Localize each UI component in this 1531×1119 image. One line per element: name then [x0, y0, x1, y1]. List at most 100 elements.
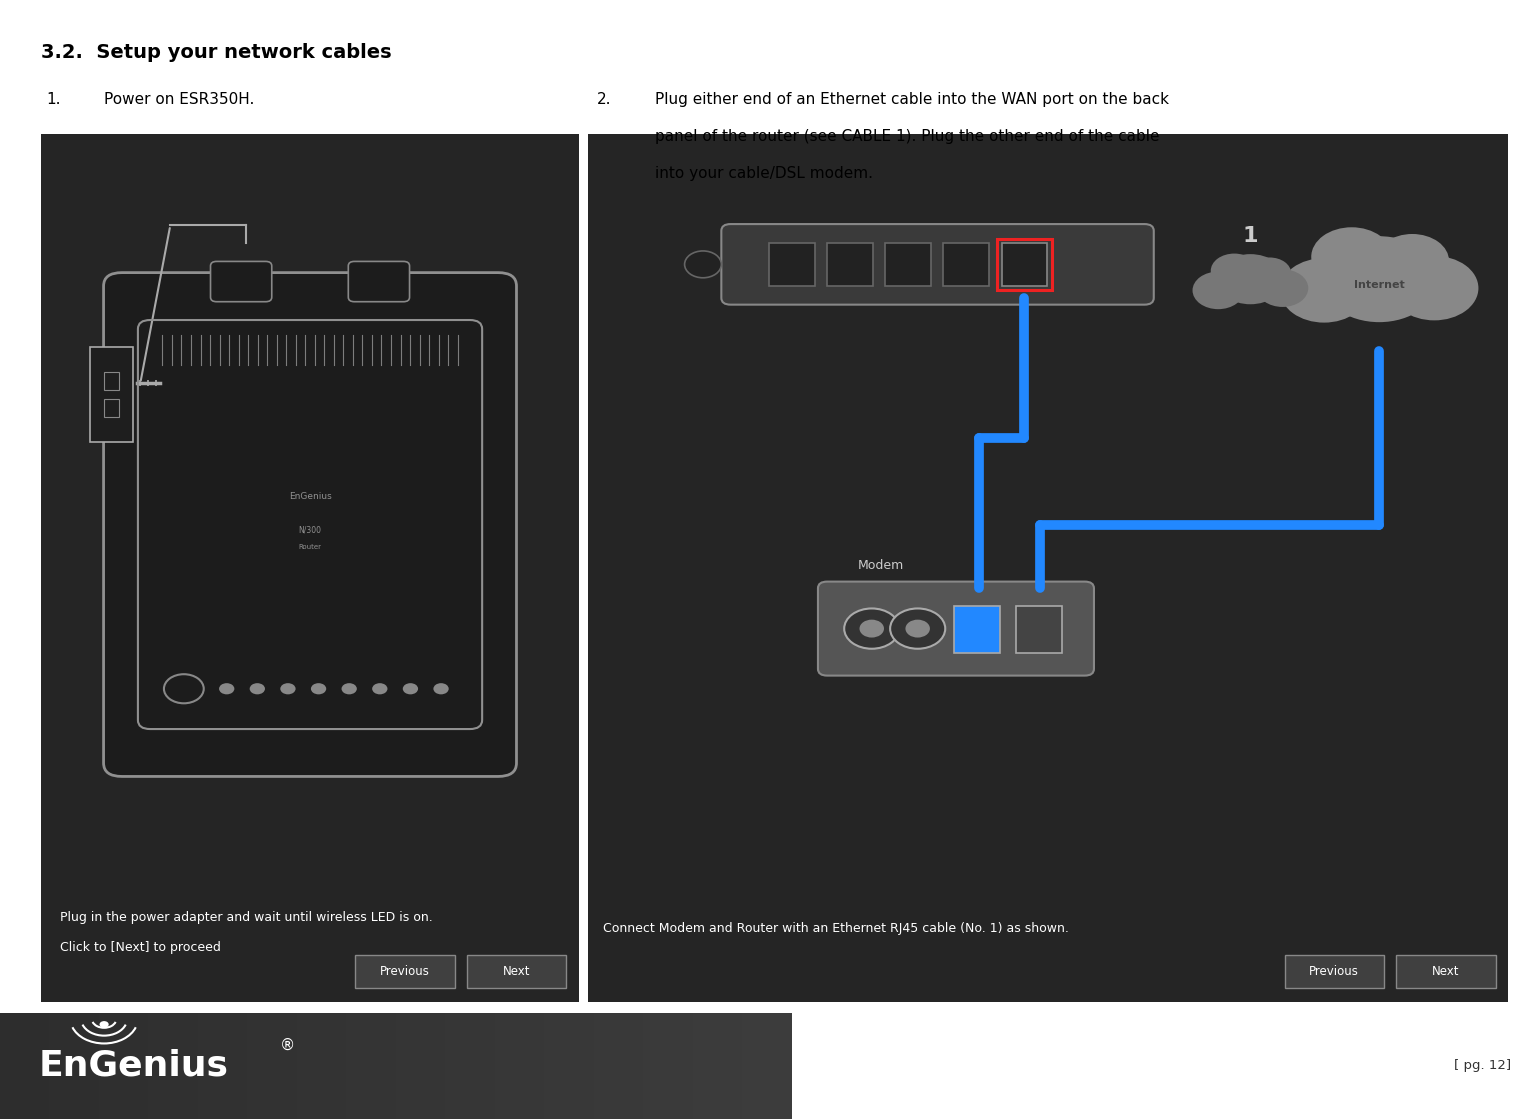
Bar	[104, 399, 119, 417]
Bar	[525, 1013, 534, 1119]
Bar	[663, 1013, 672, 1119]
Bar	[426, 1013, 435, 1119]
Bar	[248, 1013, 257, 1119]
Bar	[415, 1013, 426, 1119]
Circle shape	[684, 251, 721, 278]
Bar	[782, 1013, 792, 1119]
Bar	[1285, 955, 1384, 988]
Bar	[455, 1013, 465, 1119]
Bar	[306, 1013, 317, 1119]
Bar	[723, 1013, 732, 1119]
Bar	[366, 1013, 377, 1119]
Text: Connect Modem and Router with an Ethernet RJ45 cable (No. 1) as shown.: Connect Modem and Router with an Etherne…	[603, 922, 1069, 935]
Bar	[614, 1013, 623, 1119]
Text: Router: Router	[299, 544, 322, 549]
Bar	[406, 1013, 415, 1119]
Bar	[317, 1013, 326, 1119]
Text: Plug either end of an Ethernet cable into the WAN port on the back: Plug either end of an Ethernet cable int…	[655, 92, 1170, 106]
Bar	[769, 243, 814, 285]
Bar	[138, 1013, 149, 1119]
Bar	[217, 1013, 228, 1119]
Bar	[583, 1013, 594, 1119]
Bar	[772, 1013, 782, 1119]
Bar	[574, 1013, 583, 1119]
Bar	[178, 1013, 188, 1119]
Text: N/300: N/300	[299, 526, 322, 535]
Circle shape	[250, 684, 265, 695]
Circle shape	[1193, 272, 1245, 309]
Bar	[514, 1013, 525, 1119]
Bar	[563, 1013, 574, 1119]
Bar	[544, 1013, 554, 1119]
Bar	[603, 1013, 614, 1119]
Text: 2.: 2.	[597, 92, 611, 106]
Bar	[29, 1013, 40, 1119]
Bar	[654, 1013, 663, 1119]
Circle shape	[1216, 254, 1285, 304]
Bar	[129, 1013, 138, 1119]
Bar	[485, 1013, 495, 1119]
FancyBboxPatch shape	[721, 224, 1154, 304]
Bar	[395, 1013, 406, 1119]
Bar	[683, 1013, 692, 1119]
Bar	[9, 1013, 20, 1119]
Text: into your cable/DSL modem.: into your cable/DSL modem.	[655, 166, 873, 180]
Bar	[297, 1013, 306, 1119]
Bar	[89, 1013, 100, 1119]
Bar	[672, 1013, 683, 1119]
Bar	[634, 1013, 643, 1119]
Bar	[495, 1013, 505, 1119]
Bar	[188, 1013, 197, 1119]
Bar	[475, 1013, 485, 1119]
Bar	[703, 1013, 712, 1119]
Circle shape	[403, 684, 418, 695]
Text: [ pg. 12]: [ pg. 12]	[1454, 1060, 1511, 1072]
Bar	[643, 1013, 654, 1119]
Bar	[149, 1013, 158, 1119]
Text: Click to [Next] to proceed: Click to [Next] to proceed	[60, 941, 220, 955]
Bar	[1396, 955, 1496, 988]
Text: Modem: Modem	[857, 558, 903, 572]
Bar	[943, 243, 989, 285]
Circle shape	[1257, 270, 1309, 307]
FancyBboxPatch shape	[348, 262, 409, 302]
Bar	[762, 1013, 772, 1119]
Bar	[446, 1013, 455, 1119]
Bar	[90, 347, 133, 442]
Bar	[69, 1013, 80, 1119]
Circle shape	[219, 684, 234, 695]
Circle shape	[859, 620, 883, 638]
Bar	[623, 1013, 634, 1119]
Bar	[377, 1013, 386, 1119]
Text: EnGenius: EnGenius	[38, 1049, 228, 1083]
FancyBboxPatch shape	[818, 582, 1095, 676]
FancyBboxPatch shape	[104, 273, 516, 777]
Circle shape	[1390, 256, 1479, 320]
Circle shape	[1311, 227, 1392, 286]
Bar	[505, 1013, 514, 1119]
Bar	[0, 1013, 9, 1119]
Bar	[692, 1013, 703, 1119]
Text: 1.: 1.	[46, 92, 60, 106]
FancyBboxPatch shape	[210, 262, 271, 302]
Bar	[104, 372, 119, 391]
Circle shape	[1320, 236, 1438, 322]
Circle shape	[341, 684, 357, 695]
Bar	[337, 1013, 346, 1119]
Bar	[386, 1013, 395, 1119]
Bar	[1015, 606, 1061, 653]
Bar	[712, 1013, 723, 1119]
Text: panel of the router (see CABLE 1). Plug the other end of the cable: panel of the router (see CABLE 1). Plug …	[655, 129, 1160, 143]
Text: Previous: Previous	[1309, 965, 1360, 978]
Bar	[594, 1013, 603, 1119]
Circle shape	[311, 684, 326, 695]
Bar	[355, 955, 455, 988]
Circle shape	[1248, 257, 1291, 289]
Bar	[168, 1013, 178, 1119]
Text: Next: Next	[1433, 965, 1459, 978]
Circle shape	[844, 609, 899, 649]
Bar	[49, 1013, 60, 1119]
Bar	[237, 1013, 248, 1119]
Text: Plug in the power adapter and wait until wireless LED is on.: Plug in the power adapter and wait until…	[60, 911, 432, 924]
Bar	[885, 243, 931, 285]
